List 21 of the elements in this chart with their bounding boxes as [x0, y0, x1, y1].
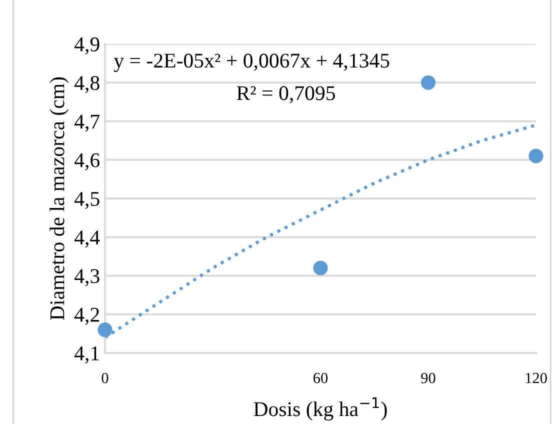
x-axis-title: Dosis (kg ha$^{−1}$) — [254, 397, 387, 421]
x-tick-label: 120 — [526, 372, 547, 384]
y-tick-label: 4,2 — [74, 308, 99, 325]
y-tick-label: 4,8 — [74, 76, 100, 94]
point — [313, 260, 328, 276]
x-tick-label: 0 — [102, 372, 108, 384]
x-tick-label: 90 — [421, 372, 436, 384]
annotation: R² = 0,7095 — [236, 86, 336, 104]
point — [528, 148, 544, 164]
point — [420, 75, 436, 90]
y-tick-label: 4,1 — [74, 346, 99, 364]
y-tick-label: 4,4 — [74, 230, 100, 248]
y-axis-title: Diametro de la mazorca (cm) — [50, 77, 69, 320]
annotation: y = -2E-05x² + 0,0067x + 4,1345 — [114, 54, 390, 72]
x-tick-label: 60 — [314, 372, 328, 384]
y-tick-label: 4,5 — [74, 192, 100, 209]
y-tick-label: 4,3 — [74, 269, 100, 286]
y-tick-label: 4,7 — [74, 114, 100, 132]
y-tick-label: 4,9 — [74, 37, 100, 54]
point — [98, 322, 112, 338]
y-tick-label: 4,6 — [74, 153, 100, 170]
